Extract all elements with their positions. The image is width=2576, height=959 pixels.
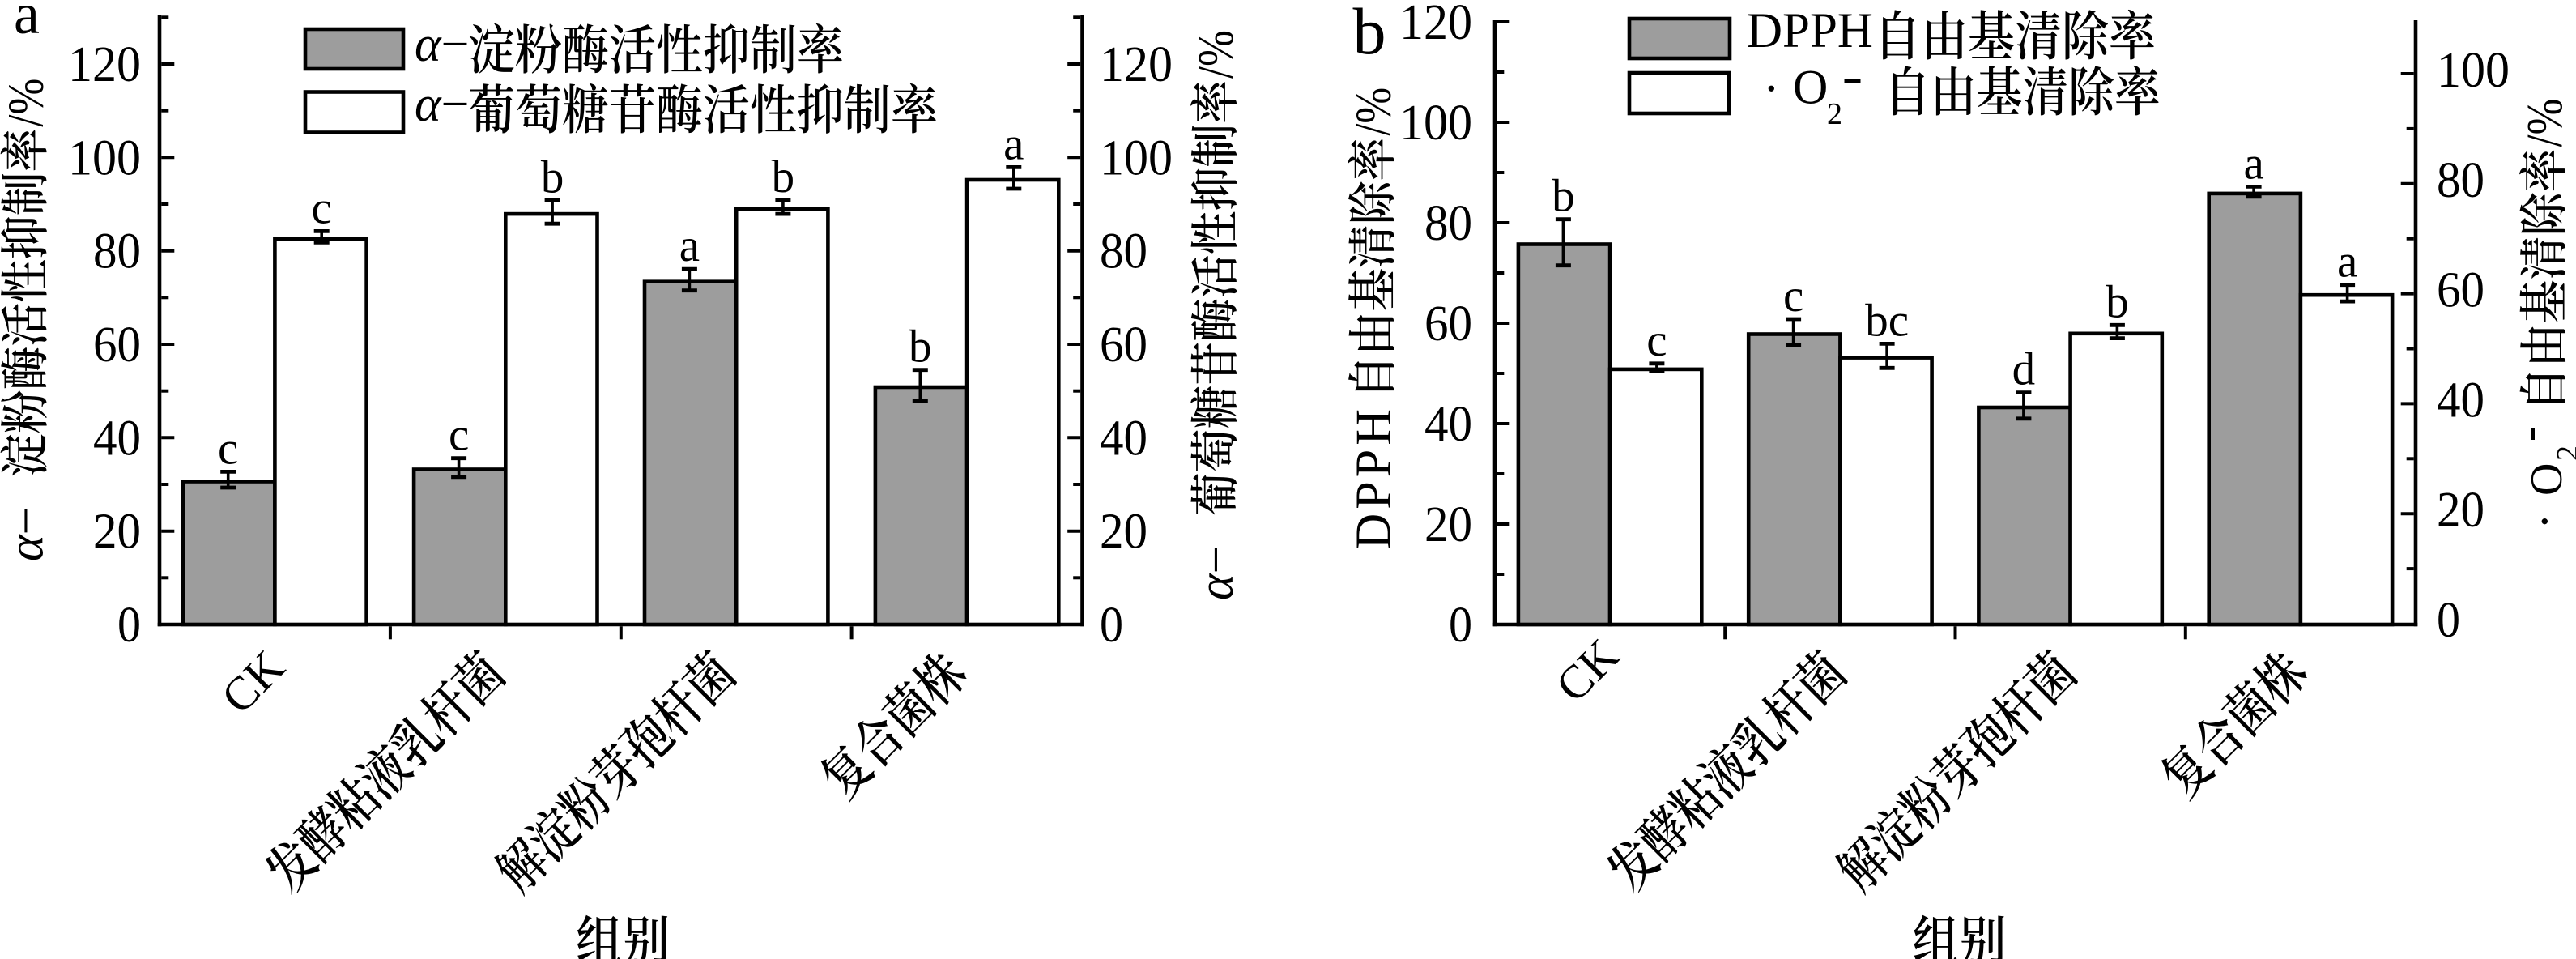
- svg-text:40: 40: [1424, 397, 1472, 452]
- svg-text:100: 100: [1399, 96, 1472, 151]
- svg-text:bc: bc: [1865, 295, 1909, 346]
- svg-text:c: c: [449, 410, 469, 461]
- svg-text:b: b: [909, 322, 932, 373]
- svg-text:20: 20: [1424, 497, 1472, 552]
- svg-text:40: 40: [2437, 373, 2484, 428]
- svg-text:b: b: [1552, 171, 1575, 222]
- svg-text:O: O: [1793, 61, 1828, 114]
- svg-text:CK: CK: [1545, 629, 1629, 712]
- svg-text:α−: α−: [415, 77, 470, 132]
- svg-text:c: c: [1646, 315, 1667, 366]
- svg-text:80: 80: [2437, 153, 2484, 208]
- svg-text:100: 100: [68, 130, 141, 185]
- svg-text:/%: /%: [1189, 30, 1244, 79]
- svg-text:60: 60: [2437, 263, 2484, 318]
- svg-text:b: b: [1353, 0, 1386, 68]
- svg-text:/%: /%: [1347, 87, 1402, 136]
- svg-text:20: 20: [93, 505, 141, 560]
- svg-text:2: 2: [1827, 97, 1842, 131]
- svg-text:/%: /%: [0, 79, 54, 127]
- svg-text:60: 60: [93, 318, 141, 373]
- svg-text:0: 0: [1100, 598, 1123, 653]
- svg-text:DPPH: DPPH: [1747, 4, 1873, 58]
- svg-text:α−: α−: [0, 506, 54, 561]
- svg-text:80: 80: [1424, 196, 1472, 251]
- svg-text:a: a: [14, 0, 40, 46]
- svg-text:20: 20: [2437, 483, 2484, 538]
- svg-text:α−: α−: [1189, 545, 1244, 600]
- svg-text:c: c: [1783, 271, 1803, 322]
- svg-text:120: 120: [1100, 37, 1173, 92]
- svg-text:0: 0: [1449, 598, 1472, 653]
- svg-text:2: 2: [2551, 445, 2576, 461]
- svg-text:b: b: [772, 151, 795, 202]
- svg-text:120: 120: [1399, 0, 1472, 50]
- svg-text:/%: /%: [2518, 99, 2573, 147]
- svg-text:120: 120: [68, 37, 141, 92]
- svg-text:a: a: [1003, 118, 1024, 169]
- svg-text:b: b: [2106, 276, 2129, 327]
- svg-text:60: 60: [1424, 296, 1472, 352]
- svg-text:40: 40: [93, 411, 141, 466]
- svg-text:·: ·: [1763, 62, 1780, 117]
- svg-text:a: a: [2243, 138, 2263, 189]
- svg-text:0: 0: [2437, 593, 2460, 648]
- svg-text:O: O: [2522, 463, 2572, 496]
- svg-text:α−: α−: [415, 17, 470, 72]
- svg-text:80: 80: [93, 224, 141, 279]
- svg-text:80: 80: [1100, 224, 1147, 279]
- svg-text:·: ·: [2518, 513, 2573, 530]
- svg-text:40: 40: [1100, 411, 1147, 466]
- svg-text:20: 20: [1100, 505, 1147, 560]
- svg-text:CK: CK: [211, 640, 295, 723]
- svg-text:a: a: [2337, 237, 2357, 288]
- svg-text:c: c: [312, 182, 332, 233]
- svg-text:100: 100: [2437, 43, 2510, 98]
- svg-text:d: d: [2012, 344, 2036, 395]
- svg-text:DPPH: DPPH: [1347, 405, 1402, 550]
- svg-text:100: 100: [1100, 130, 1173, 185]
- svg-text:c: c: [218, 423, 238, 474]
- svg-text:0: 0: [117, 598, 141, 653]
- svg-text:b: b: [541, 151, 564, 202]
- svg-text:a: a: [679, 220, 700, 271]
- svg-text:60: 60: [1100, 318, 1147, 373]
